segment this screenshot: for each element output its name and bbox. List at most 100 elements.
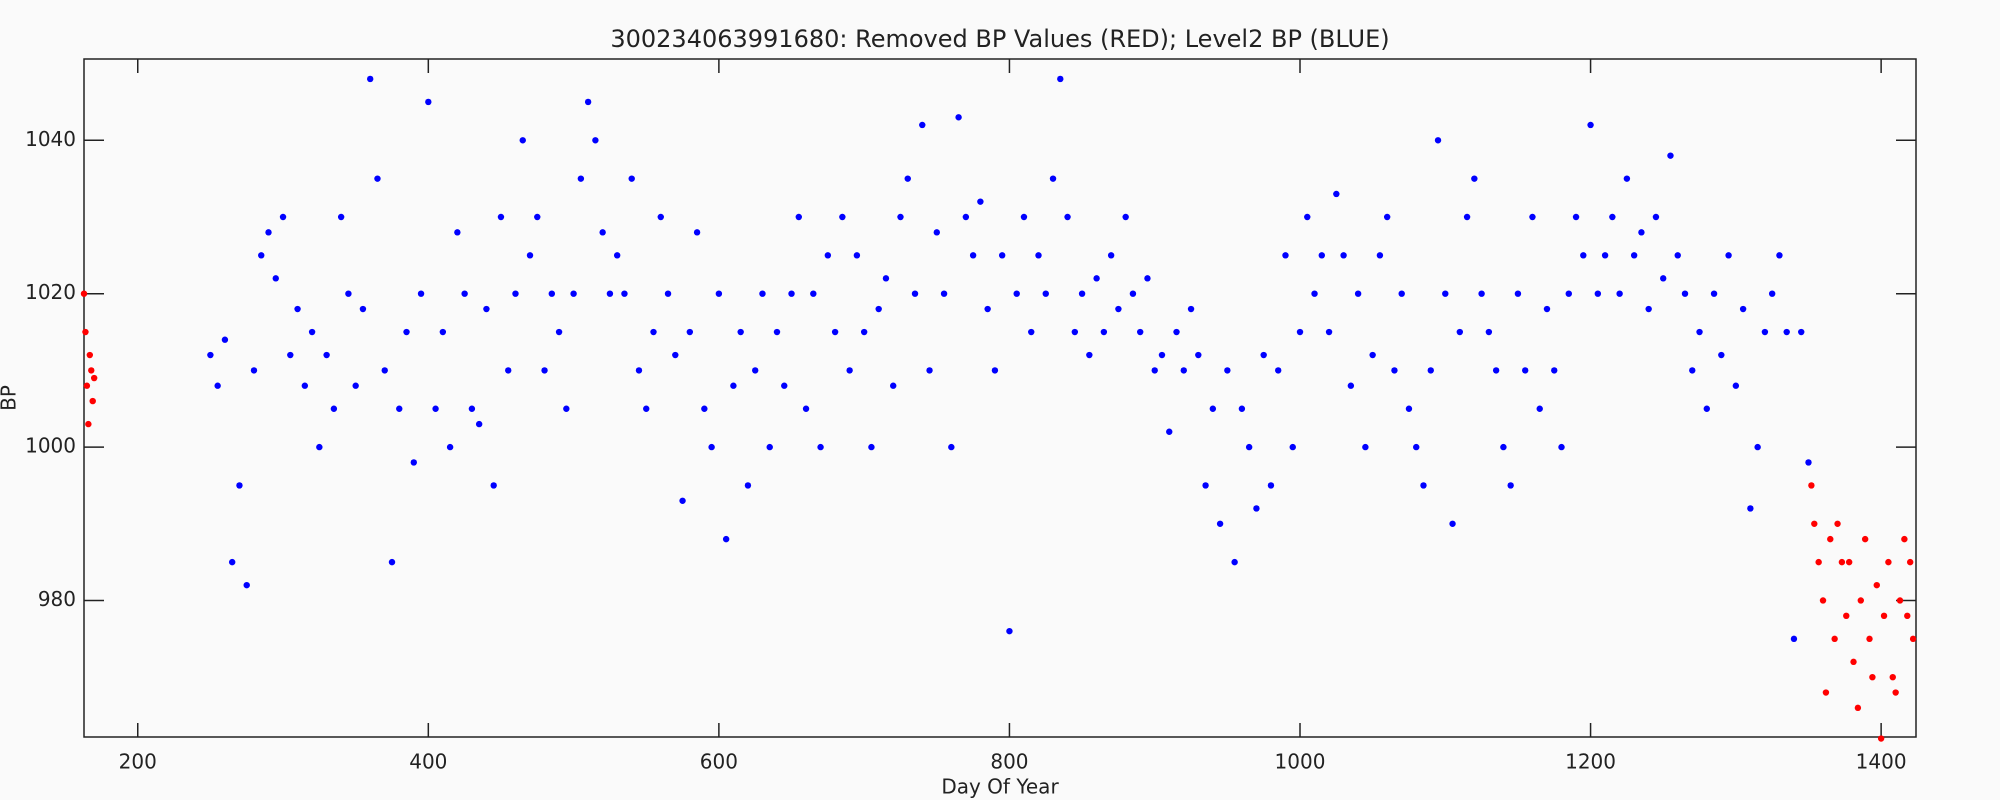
data-point	[802, 405, 810, 412]
data-point	[548, 290, 556, 297]
data-point	[1028, 328, 1035, 336]
data-point	[948, 443, 955, 451]
data-point	[243, 581, 250, 589]
data-point	[664, 290, 672, 297]
data-point	[563, 405, 570, 412]
data-point	[541, 367, 548, 374]
data-point	[897, 213, 904, 221]
data-point	[1260, 351, 1267, 359]
data-point	[577, 175, 585, 182]
data-point	[1790, 635, 1798, 643]
data-point	[853, 252, 861, 259]
data-point	[701, 405, 708, 412]
data-point	[1224, 367, 1231, 374]
data-point	[1710, 290, 1718, 297]
data-point	[526, 252, 534, 259]
data-point	[1195, 351, 1202, 359]
data-point	[1107, 252, 1115, 259]
data-point	[1754, 443, 1761, 451]
data-point	[1369, 351, 1376, 359]
data-point	[1507, 482, 1514, 489]
data-point	[1129, 290, 1137, 297]
data-point	[991, 367, 999, 374]
data-point	[1689, 367, 1696, 374]
data-point	[1834, 520, 1841, 527]
data-point	[1376, 252, 1384, 259]
data-point	[1660, 275, 1667, 282]
data-point	[381, 367, 388, 374]
data-point	[686, 328, 694, 336]
data-point	[272, 275, 279, 282]
data-point	[1594, 290, 1602, 297]
data-point	[1151, 367, 1158, 374]
data-point	[86, 351, 94, 359]
x-tick-label: 800	[990, 750, 1028, 774]
data-point	[265, 229, 272, 236]
data-point	[301, 382, 309, 389]
data-point	[1463, 213, 1471, 221]
data-point	[1245, 443, 1253, 451]
data-point	[1471, 175, 1478, 182]
data-point	[824, 252, 832, 259]
data-point	[1909, 635, 1917, 643]
data-point	[1049, 175, 1057, 182]
data-point	[89, 397, 96, 405]
data-point	[1238, 405, 1246, 412]
data-point	[1645, 305, 1652, 313]
data-point	[490, 482, 497, 489]
data-point	[1122, 213, 1129, 221]
data-point	[1166, 428, 1173, 435]
data-point	[1456, 328, 1464, 336]
data-point	[1873, 581, 1880, 589]
data-point	[1565, 290, 1572, 297]
data-point	[1282, 252, 1289, 259]
data-point	[1144, 275, 1151, 282]
data-point	[279, 213, 287, 221]
data-point	[1768, 290, 1776, 297]
data-point	[1630, 252, 1638, 259]
data-point	[839, 213, 846, 221]
data-point	[1115, 305, 1122, 313]
data-point	[1391, 367, 1398, 374]
x-tick-label: 600	[700, 750, 738, 774]
data-point	[1543, 305, 1551, 313]
data-point	[1536, 405, 1543, 412]
data-point	[1674, 252, 1681, 259]
data-point	[1006, 627, 1013, 635]
x-tick-label: 1400	[1856, 750, 1907, 774]
y-tick-label: 1040	[25, 127, 76, 151]
data-point	[1877, 735, 1885, 742]
data-point	[737, 328, 744, 336]
data-point	[468, 405, 476, 412]
data-point	[810, 290, 817, 297]
data-point	[1805, 459, 1812, 466]
data-point	[388, 558, 396, 566]
data-point	[214, 382, 221, 389]
data-point	[1889, 673, 1896, 681]
data-point	[85, 420, 92, 428]
y-axis-label: BP	[0, 385, 21, 411]
data-point	[1703, 405, 1710, 412]
data-point	[635, 367, 643, 374]
data-point	[584, 98, 592, 106]
data-point	[1827, 535, 1834, 543]
x-tick-label: 1200	[1565, 750, 1616, 774]
data-point	[1808, 482, 1815, 489]
data-point	[512, 290, 519, 297]
data-point	[454, 229, 461, 236]
data-point	[788, 290, 795, 297]
data-point	[1667, 152, 1674, 159]
data-point	[83, 382, 91, 389]
data-point	[722, 535, 730, 543]
data-point	[82, 328, 89, 336]
data-point	[475, 420, 483, 428]
data-point	[1086, 351, 1093, 359]
data-point	[417, 290, 425, 297]
data-point	[1253, 505, 1260, 512]
data-point	[1854, 704, 1862, 712]
data-point	[1042, 290, 1049, 297]
data-point	[287, 351, 294, 359]
data-point	[250, 367, 258, 374]
data-point	[1333, 190, 1340, 198]
data-point	[1318, 252, 1325, 259]
